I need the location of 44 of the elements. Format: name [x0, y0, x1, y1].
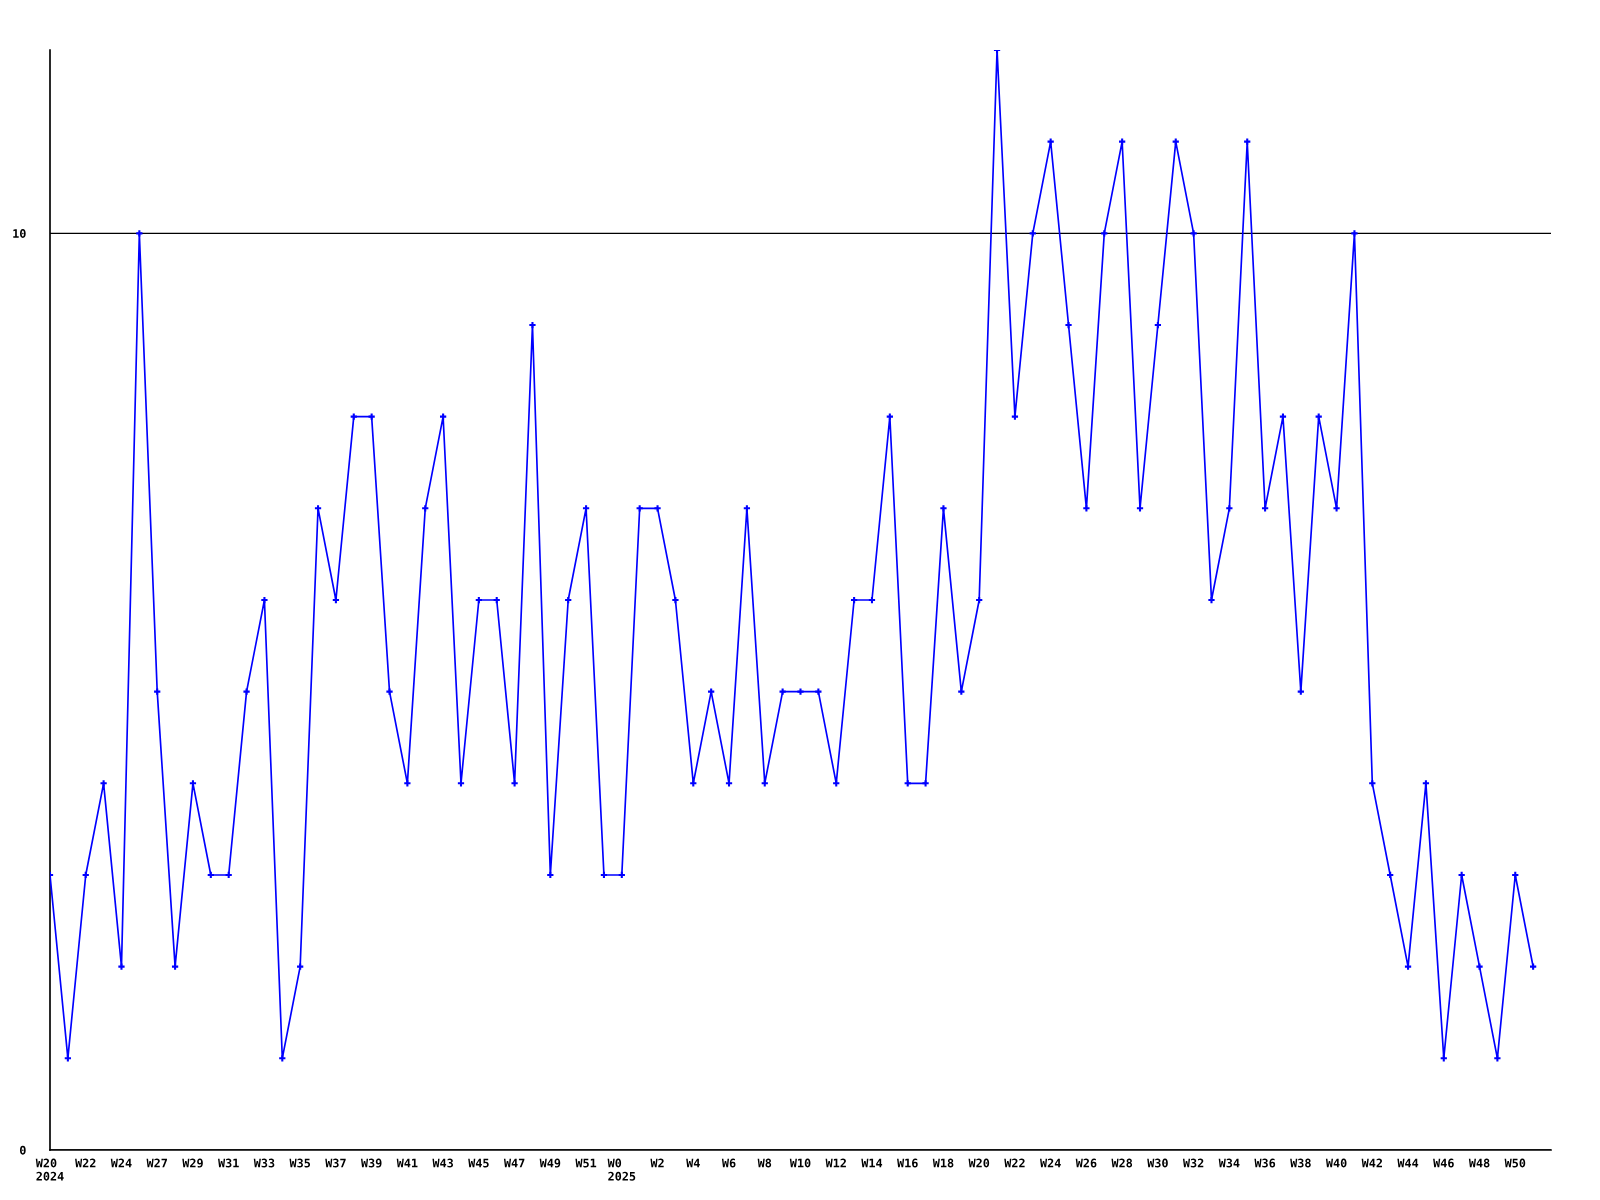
x-tick-label: W41 [396, 1158, 418, 1168]
x-tick-label: W42 [1361, 1158, 1382, 1168]
x-tick-label: W2 [650, 1158, 664, 1168]
x-tick-label: W0 2025 [607, 1158, 636, 1181]
x-tick-label: W47 [503, 1158, 525, 1168]
x-tick-label: W36 [1254, 1158, 1276, 1168]
x-tick-label: W14 [861, 1158, 883, 1168]
x-tick-label: W49 [539, 1158, 561, 1168]
x-tick-label: W46 [1433, 1158, 1454, 1168]
x-tick-label: W16 [897, 1158, 918, 1168]
x-tick-label: W32 [1182, 1158, 1204, 1168]
x-tick-label: W33 [253, 1158, 275, 1168]
x-tick-label: W30 [1147, 1158, 1168, 1168]
x-tick-label: W40 [1325, 1158, 1347, 1168]
x-tick-label: W43 [432, 1158, 454, 1168]
x-tick-label: W4 [686, 1158, 700, 1168]
x-tick-label: W48 [1468, 1158, 1490, 1168]
x-tick-label: W34 [1218, 1158, 1240, 1168]
x-tick-label: W27 [146, 1158, 167, 1168]
x-tick-label: W51 [575, 1158, 597, 1168]
x-tick-label: W22 [75, 1158, 96, 1168]
x-tick-label: W12 [825, 1158, 846, 1168]
y-tick-label: 10 [13, 229, 26, 238]
x-tick-label: W29 [182, 1158, 203, 1168]
x-tick-label: W35 [289, 1158, 311, 1168]
x-tick-label: W28 [1111, 1158, 1133, 1168]
x-tick-label: W45 [468, 1158, 489, 1168]
x-tick-label: W31 [218, 1158, 239, 1168]
x-tick-label: W10 [789, 1158, 811, 1168]
x-tick-label: W24 [1040, 1158, 1061, 1168]
y-tick-label: 0 [19, 1145, 26, 1155]
x-tick-label: W39 [360, 1158, 382, 1168]
x-tick-label: W20 [968, 1158, 990, 1168]
x-tick-label: W20 2024 [35, 1158, 64, 1181]
x-tick-label: W44 [1397, 1158, 1419, 1168]
x-tick-label: W6 [721, 1158, 736, 1168]
x-tick-label: W22 [1004, 1158, 1025, 1168]
x-tick-label: W37 [325, 1158, 346, 1168]
x-tick-label: W18 [932, 1158, 954, 1168]
x-tick-label: W50 [1504, 1158, 1526, 1168]
x-tick-label: W38 [1290, 1158, 1311, 1168]
x-tick-label: W26 [1075, 1158, 1097, 1168]
x-tick-label: W24 [110, 1158, 132, 1168]
x-tick-label: W8 [757, 1158, 772, 1168]
